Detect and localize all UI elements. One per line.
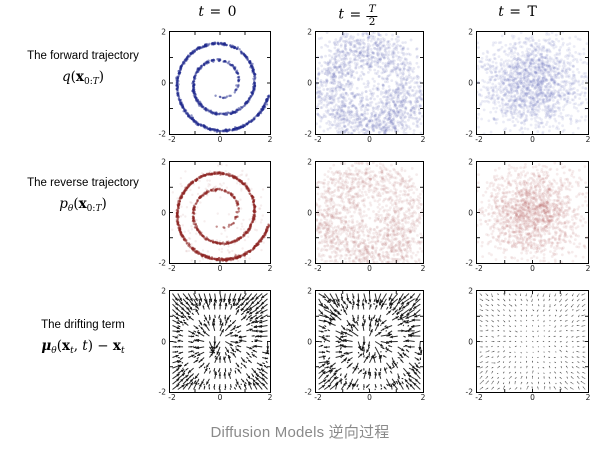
col-header-t0: t = 0: [198, 4, 237, 20]
fraction-denominator: 2: [368, 15, 376, 28]
subplot-reverse-thalf: 2 0 -2 -2 0 2: [305, 158, 426, 274]
row-label-reverse: The reverse trajectory pθ(x0:T): [3, 176, 163, 214]
xtick-left: -2: [475, 393, 483, 402]
subplot-drift-tT: 2 0 -2 -2 0 2: [466, 287, 591, 403]
reverse-thalf-canvas: [316, 162, 423, 263]
xtick-right: 2: [585, 135, 591, 144]
ytick-mid: 0: [161, 78, 166, 88]
ytick-bottom: -2: [304, 258, 312, 268]
ytick-mid: 0: [307, 78, 312, 88]
drift-t0-canvas: [170, 291, 270, 392]
subplot-drift-t0: 2 0 -2 -2 0 2: [159, 287, 273, 403]
xtick-left: -2: [314, 135, 322, 144]
row-label-forward: The forward trajectory q(x0:T): [3, 49, 163, 87]
ytick-top: 2: [161, 157, 166, 167]
ytick-bottom: -2: [465, 258, 473, 268]
equals-sign: =: [209, 4, 222, 20]
xtick-mid: 0: [530, 264, 535, 273]
xtick-mid: 0: [217, 264, 223, 273]
xtick-right: 2: [420, 393, 426, 402]
reverse-tT-canvas: [477, 162, 588, 263]
equals-sign: =: [349, 6, 362, 23]
ytick-bottom: -2: [465, 387, 473, 397]
math-var-t: t: [338, 6, 344, 23]
xtick-left: -2: [168, 264, 176, 273]
ytick-mid: 0: [468, 208, 473, 217]
xtick-right: 2: [267, 264, 273, 273]
math-value: 0: [227, 4, 237, 20]
subplot-forward-thalf: 2 0 -2 -2 0 2: [305, 28, 426, 145]
xtick-left: -2: [314, 264, 322, 273]
row-label-drift: The drifting term μθ(xt, t) − xt: [3, 318, 163, 356]
ytick-top: 2: [307, 157, 312, 167]
ytick-bottom: -2: [158, 258, 166, 268]
equals-sign: =: [509, 4, 522, 20]
xtick-right: 2: [267, 393, 273, 402]
xtick-right: 2: [267, 135, 273, 144]
xtick-left: -2: [475, 135, 483, 144]
forward-t0-canvas: [170, 32, 270, 134]
xtick-left: -2: [168, 393, 176, 402]
subplot-reverse-t0: 2 0 -2 -2 0 2: [159, 158, 273, 274]
ytick-bottom: -2: [304, 129, 312, 139]
ytick-top: 2: [307, 286, 312, 296]
col-header-thalf: t = T 2: [338, 3, 378, 28]
ytick-top: 2: [468, 157, 473, 167]
math-mu-drift: μθ(xt, t) − xt: [41, 338, 125, 356]
row-label-text: The reverse trajectory: [27, 177, 139, 189]
ytick-top: 2: [161, 286, 166, 296]
xtick-left: -2: [168, 135, 176, 144]
xtick-left: -2: [314, 393, 322, 402]
xtick-mid: 0: [367, 393, 372, 402]
xtick-mid: 0: [367, 135, 372, 144]
subplot-reverse-tT: 2 0 -2 -2 0 2: [466, 158, 591, 274]
math-ptheta-x0T: pθ(x0:T): [59, 196, 107, 214]
ytick-mid: 0: [468, 78, 473, 88]
ytick-bottom: -2: [158, 129, 166, 139]
xtick-left: -2: [475, 264, 483, 273]
subplot-forward-tT: 2 0 -2 -2 0 2: [466, 28, 591, 145]
ytick-top: 2: [468, 27, 473, 37]
ytick-mid: 0: [307, 208, 312, 217]
xtick-mid: 0: [367, 264, 372, 273]
ytick-mid: 0: [161, 337, 166, 346]
xtick-right: 2: [420, 264, 426, 273]
row-label-text: The drifting term: [41, 319, 125, 331]
xtick-mid: 0: [530, 393, 535, 402]
ytick-top: 2: [307, 27, 312, 37]
fraction-numerator: T: [366, 3, 378, 17]
ytick-mid: 0: [468, 337, 473, 346]
reverse-t0-canvas: [170, 162, 270, 263]
xtick-right: 2: [585, 393, 591, 402]
xtick-mid: 0: [217, 135, 223, 144]
drift-thalf-canvas: [316, 291, 423, 392]
drift-tT-canvas: [477, 291, 588, 392]
col-header-tT: t = T: [498, 4, 538, 20]
ytick-top: 2: [468, 286, 473, 296]
fraction-T-over-2: T 2: [366, 3, 378, 28]
figure-caption: Diffusion Models 逆向过程: [210, 424, 390, 441]
xtick-mid: 0: [217, 393, 223, 402]
ytick-top: 2: [161, 27, 166, 37]
ytick-bottom: -2: [465, 129, 473, 139]
subplot-forward-t0: 2 0 -2 -2 0 2: [159, 28, 273, 145]
subplot-drift-thalf: 2 0 -2 -2 0 2: [305, 287, 426, 403]
math-value: T: [527, 4, 537, 20]
ytick-bottom: -2: [158, 387, 166, 397]
forward-thalf-canvas: [316, 32, 423, 134]
ytick-mid: 0: [161, 208, 166, 217]
ytick-bottom: -2: [304, 387, 312, 397]
math-q-x0T: q(x0:T): [61, 69, 105, 87]
math-var-t: t: [198, 4, 205, 20]
xtick-right: 2: [585, 264, 591, 273]
xtick-right: 2: [420, 135, 426, 144]
xtick-mid: 0: [530, 135, 535, 144]
ytick-mid: 0: [307, 337, 312, 346]
forward-tT-canvas: [477, 32, 588, 134]
row-label-text: The forward trajectory: [27, 50, 139, 62]
math-var-t: t: [498, 4, 504, 20]
